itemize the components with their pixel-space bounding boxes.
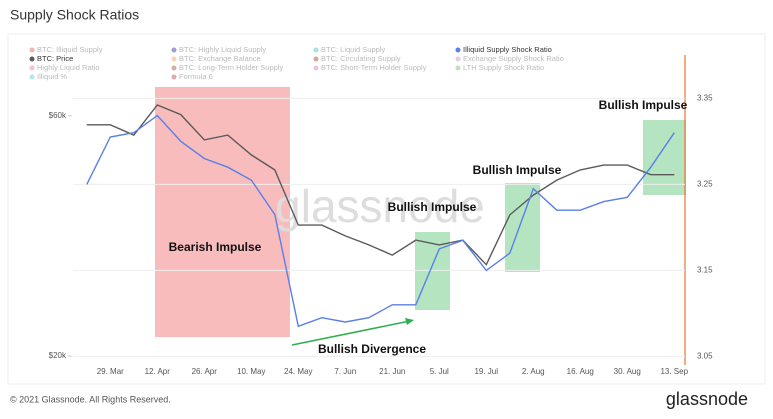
legend-label[interactable]: Formula 6 (179, 72, 213, 81)
x-tick-label: 7. Jun (334, 367, 356, 376)
bearish-zone (155, 87, 290, 337)
x-tick-label: 30. Aug (614, 367, 641, 376)
legend-label[interactable]: LTH Supply Shock Ratio (463, 63, 544, 72)
watermark: glassnode (275, 180, 485, 232)
legend-label[interactable]: BTC: Highly Liquid Supply (179, 45, 266, 54)
legend-swatch (171, 47, 177, 53)
arrow-head (405, 318, 414, 325)
legend-label[interactable]: BTC: Short-Term Holder Supply (321, 63, 427, 72)
legend-swatch (455, 47, 461, 53)
legend-swatch (29, 65, 35, 71)
copyright: © 2021 Glassnode. All Rights Reserved. (10, 394, 171, 404)
legend-label[interactable]: Highly Liquid Ratio (37, 63, 100, 72)
y-tick-label: $60k (49, 111, 67, 120)
legend-label[interactable]: BTC: Illiquid Supply (37, 45, 103, 54)
annotation: Bullish Impulse (599, 98, 688, 112)
x-tick-label: 2. Aug (522, 367, 545, 376)
annotation: Bearish Impulse (169, 240, 262, 254)
legend-swatch (171, 65, 177, 71)
annotation: Bullish Divergence (318, 342, 426, 356)
legend-label[interactable]: BTC: Circulating Supply (321, 54, 401, 63)
x-tick-label: 26. Apr (192, 367, 218, 376)
divergence-arrow (291, 320, 411, 346)
legend-label[interactable]: BTC: Long-Term Holder Supply (179, 63, 283, 72)
legend-swatch (29, 47, 35, 53)
y2-tick-label: 3.35 (697, 93, 713, 102)
chart-title: Supply Shock Ratios (10, 7, 139, 23)
y2-tick-label: 3.25 (697, 179, 713, 188)
series-line (86, 104, 675, 266)
x-tick-label: 24. May (284, 367, 312, 376)
y2-tick-label: 3.15 (697, 265, 713, 274)
legend-swatch (313, 47, 319, 53)
legend-swatch (29, 74, 35, 80)
x-tick-label: 5. Jul (430, 367, 449, 376)
annotation: Bullish Impulse (388, 200, 477, 214)
legend-swatch (171, 74, 177, 80)
legend-label[interactable]: Illiquid % (37, 72, 67, 81)
legend-label[interactable]: BTC: Price (37, 54, 73, 63)
legend-swatch (29, 56, 35, 62)
bullish-zone (643, 120, 686, 195)
bullish-zone (415, 232, 450, 310)
x-tick-label: 21. Jun (379, 367, 405, 376)
legend-swatch (313, 65, 319, 71)
legend-label[interactable]: BTC: Liquid Supply (321, 45, 385, 54)
x-tick-label: 13. Sep (660, 367, 688, 376)
bullish-zone (505, 183, 540, 272)
x-tick-label: 19. Jul (474, 367, 498, 376)
legend-label[interactable]: Illiquid Supply Shock Ratio (463, 45, 552, 54)
annotation: Bullish Impulse (473, 163, 562, 177)
x-tick-label: 10. May (237, 367, 265, 376)
legend-label[interactable]: Exchange Supply Shock Ratio (463, 54, 564, 63)
x-tick-label: 29. Mar (97, 367, 124, 376)
legend-swatch (455, 65, 461, 71)
legend-swatch (313, 56, 319, 62)
series-line (86, 114, 675, 328)
y2-tick-label: 3.05 (697, 352, 713, 361)
legend-swatch (455, 56, 461, 62)
y-tick-label: $20k (49, 351, 67, 360)
legend-label[interactable]: BTC: Exchange Balance (179, 54, 261, 63)
x-tick-label: 12. Apr (145, 367, 171, 376)
x-tick-label: 16. Aug (567, 367, 594, 376)
legend-swatch (171, 56, 177, 62)
brand: glassnode (666, 389, 748, 409)
